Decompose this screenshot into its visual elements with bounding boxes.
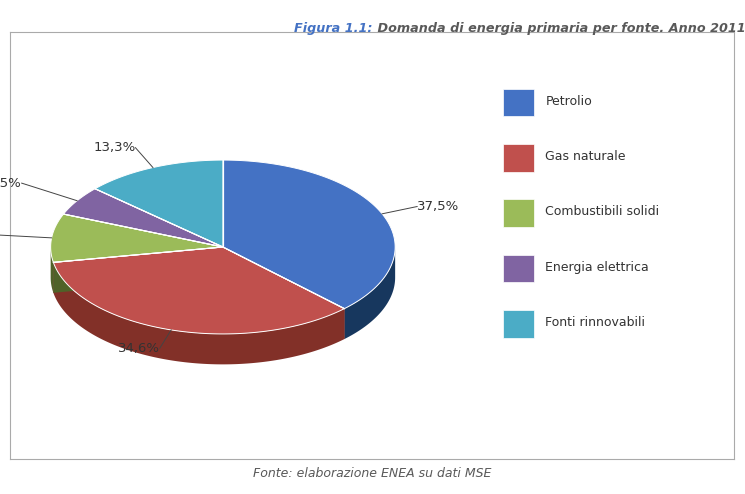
Polygon shape xyxy=(223,160,395,309)
Text: Domanda di energia primaria per fonte. Anno 2011 (percentuali) - Totale 184,2 Mt: Domanda di energia primaria per fonte. A… xyxy=(373,22,745,35)
Polygon shape xyxy=(223,247,344,339)
Text: Figura 1.1:: Figura 1.1: xyxy=(294,22,372,35)
Text: 34,6%: 34,6% xyxy=(118,342,159,355)
Text: Fonti rinnovabili: Fonti rinnovabili xyxy=(545,316,645,329)
Bar xyxy=(503,255,533,283)
Text: Combustibili solidi: Combustibili solidi xyxy=(545,206,659,218)
Bar xyxy=(503,200,533,227)
Bar xyxy=(503,144,533,172)
Text: Gas naturale: Gas naturale xyxy=(545,150,626,163)
Polygon shape xyxy=(344,247,395,339)
Polygon shape xyxy=(63,189,223,247)
Text: Energia elettrica: Energia elettrica xyxy=(545,261,649,274)
Bar xyxy=(503,310,533,338)
Polygon shape xyxy=(51,247,54,293)
Polygon shape xyxy=(54,247,223,293)
Text: Petrolio: Petrolio xyxy=(545,95,592,108)
Polygon shape xyxy=(223,247,344,339)
Text: 37,5%: 37,5% xyxy=(417,200,460,213)
Polygon shape xyxy=(51,214,223,262)
Text: 5,5%: 5,5% xyxy=(0,177,22,190)
Polygon shape xyxy=(54,262,344,365)
Polygon shape xyxy=(54,247,344,334)
Text: Fonte: elaborazione ENEA su dati MSE: Fonte: elaborazione ENEA su dati MSE xyxy=(253,467,492,480)
Bar xyxy=(503,89,533,117)
Text: 13,3%: 13,3% xyxy=(93,141,136,154)
Polygon shape xyxy=(54,247,223,293)
Polygon shape xyxy=(95,160,223,247)
